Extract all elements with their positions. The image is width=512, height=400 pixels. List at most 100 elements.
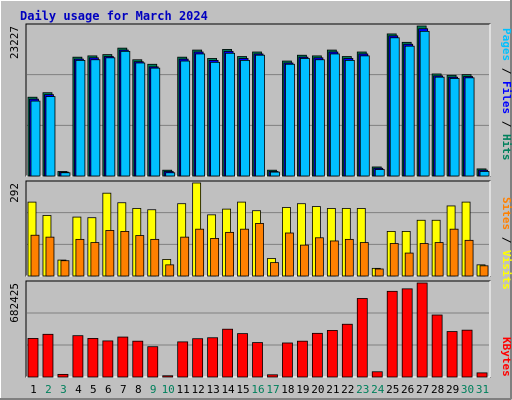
bar-sites — [120, 231, 130, 277]
x-tick-label: 16 — [251, 383, 264, 396]
x-tick-label: 5 — [90, 383, 97, 396]
bar-pages — [150, 67, 161, 177]
x-tick-label: 29 — [446, 383, 459, 396]
bar-sites — [30, 234, 40, 277]
bar-pages — [180, 60, 191, 177]
bar-kbytes — [461, 329, 473, 378]
legend-files: Files — [500, 81, 512, 114]
bar-pages — [75, 60, 86, 177]
bar-pages — [314, 59, 325, 177]
bar-pages — [344, 60, 355, 177]
bar-sites — [285, 232, 294, 277]
bar-kbytes — [446, 331, 458, 378]
bar-kbytes — [431, 314, 443, 378]
bar-sites — [150, 238, 160, 277]
bar-sites — [165, 264, 175, 277]
legend-separator: / — [500, 114, 512, 134]
bar-sites — [464, 239, 474, 277]
bar-sites — [344, 238, 354, 277]
bar-kbytes — [42, 333, 54, 378]
legend-sites: Sites — [500, 197, 512, 230]
bar-kbytes — [147, 346, 159, 378]
bar-pages — [329, 53, 340, 177]
bar-kbytes — [267, 374, 278, 378]
x-tick-label: 22 — [341, 383, 354, 396]
bar-sites — [45, 236, 55, 277]
x-tick-label: 23 — [356, 383, 369, 396]
x-tick-label: 26 — [401, 383, 414, 396]
bar-sites — [135, 235, 145, 277]
bar-sites — [180, 236, 190, 277]
bar-pages — [300, 58, 310, 177]
bar-sites — [329, 240, 339, 277]
x-tick-label: 31 — [476, 383, 489, 396]
bar-sites — [210, 238, 220, 277]
bar-kbytes — [27, 338, 39, 378]
bar-pages — [419, 30, 430, 177]
bar-pages — [285, 63, 295, 177]
bar-kbytes — [371, 371, 383, 378]
bar-sites — [359, 242, 369, 277]
bar-kbytes — [252, 342, 263, 378]
x-tick-label: 14 — [221, 383, 235, 396]
bar-sites — [449, 228, 459, 277]
bar-pages — [404, 45, 415, 177]
bar-sites — [270, 262, 279, 277]
bar-kbytes — [57, 373, 69, 378]
x-tick-label: 7 — [120, 383, 127, 396]
x-tick-label: 1 — [30, 383, 37, 396]
bar-sites — [300, 244, 309, 277]
bar-pages — [449, 78, 460, 177]
bar-kbytes — [356, 298, 368, 378]
bar-kbytes — [192, 338, 204, 378]
legend-pages: Pages — [500, 28, 512, 61]
right-axis-legend: Sites / Visits — [500, 197, 512, 290]
bar-sites — [75, 238, 85, 277]
bar-sites — [225, 231, 234, 277]
x-tick-label: 28 — [431, 383, 444, 396]
x-tick-label: 6 — [105, 383, 112, 396]
bar-kbytes — [72, 335, 84, 378]
legend-visits: Visits — [500, 250, 512, 290]
bar-pages — [45, 96, 56, 177]
x-tick-label: 8 — [135, 383, 142, 396]
bar-kbytes — [401, 288, 413, 378]
x-tick-label: 21 — [326, 383, 339, 396]
legend-hits: Hits — [500, 134, 512, 161]
x-tick-label: 18 — [281, 383, 294, 396]
bar-kbytes — [222, 328, 233, 378]
bar-sites — [60, 260, 70, 277]
bar-sites — [105, 230, 115, 277]
bar-pages — [374, 169, 385, 177]
x-tick-label: 15 — [236, 383, 249, 396]
x-tick-label: 30 — [461, 383, 474, 396]
x-tick-label: 12 — [192, 383, 205, 396]
x-tick-label: 25 — [386, 383, 399, 396]
bar-sites — [389, 243, 399, 277]
x-tick-label: 13 — [206, 383, 219, 396]
bar-sites — [434, 242, 444, 277]
bar-sites — [314, 237, 324, 277]
bar-kbytes — [476, 372, 488, 378]
legend-separator: / — [500, 61, 512, 81]
bar-pages — [434, 76, 445, 177]
bar-pages — [135, 62, 146, 177]
bar-sites — [90, 242, 100, 277]
x-tick-label: 27 — [416, 383, 429, 396]
right-axis-legend: Pages / Files / Hits — [500, 28, 512, 161]
bar-kbytes — [162, 375, 174, 378]
bar-sites — [479, 265, 489, 277]
x-tick-label: 4 — [75, 383, 82, 396]
bar-pages — [389, 37, 400, 177]
legend-separator: / — [500, 230, 512, 250]
x-tick-label: 10 — [162, 383, 175, 396]
bar-pages — [30, 100, 41, 177]
bar-kbytes — [87, 338, 99, 378]
bar-pages — [90, 59, 101, 177]
bar-pages — [60, 172, 71, 177]
y-axis-max-label: 23227 — [8, 26, 21, 59]
bar-pages — [270, 171, 280, 177]
bar-pages — [210, 61, 221, 177]
right-axis-legend: KBytes — [500, 337, 512, 377]
x-tick-label: 20 — [311, 383, 324, 396]
